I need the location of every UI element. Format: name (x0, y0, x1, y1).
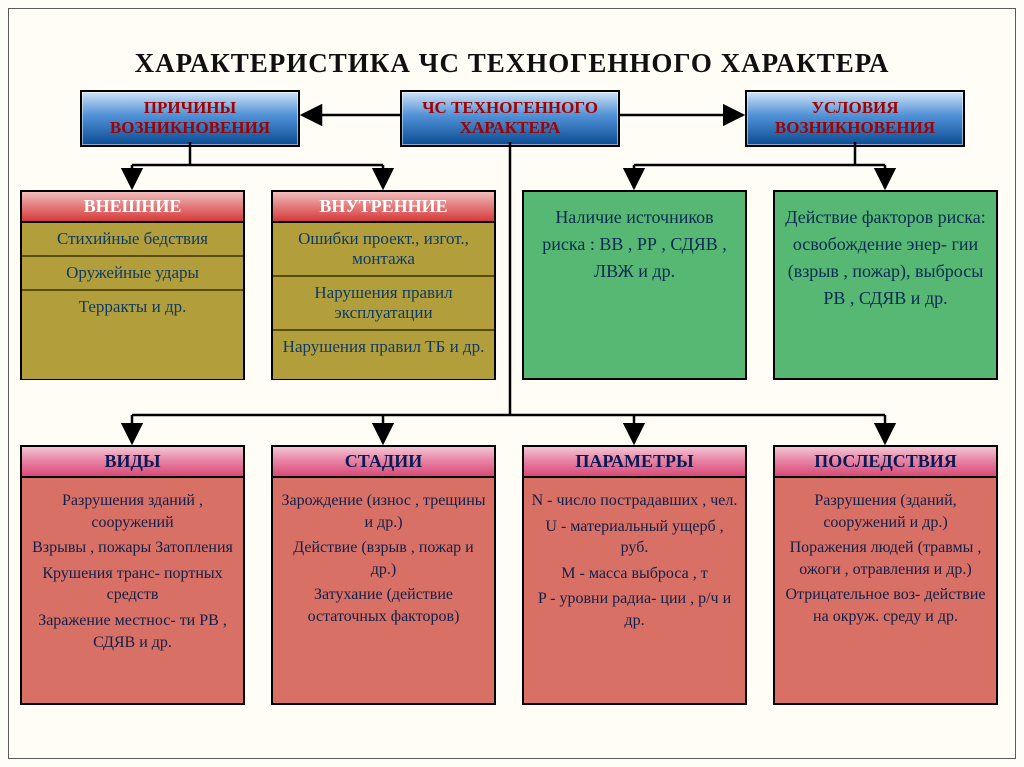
cap-causes-text: ПРИЧИНЫВОЗНИКНОВЕНИЯ (110, 98, 270, 137)
body-vidy: Разрушения зданий , сооружений Взрывы , … (22, 478, 243, 665)
stadii-0: Зарождение (износ , трещины и др.) (279, 490, 488, 533)
body-posledstviya: Разрушения (зданий, сооружений и др.) По… (775, 478, 996, 640)
head-parametry: ПАРАМЕТРЫ (524, 447, 745, 478)
head-vidy: ВИДЫ (22, 447, 243, 478)
stadii-2: Затухание (действие остаточных факторов) (279, 584, 488, 627)
cap-causes: ПРИЧИНЫВОЗНИКНОВЕНИЯ (80, 90, 300, 147)
head-posledstviya: ПОСЛЕДСТВИЯ (775, 447, 996, 478)
box-vidy: ВИДЫ Разрушения зданий , сооружений Взры… (20, 445, 245, 705)
body-internal: Ошибки проект., изгот., монтажа Нарушени… (273, 223, 494, 379)
posl-1: Поражения людей (травмы , ожоги , отравл… (781, 537, 990, 580)
cap-center: ЧС ТЕХНОГЕННОГОХАРАКТЕРА (400, 90, 620, 147)
posl-2: Отрицательное воз- действие на окруж. ср… (781, 584, 990, 627)
vidy-3: Заражение местнос- ти РВ , СДЯВ и др. (28, 610, 237, 653)
cap-conditions-text: УСЛОВИЯВОЗНИКНОВЕНИЯ (775, 98, 935, 137)
green-sources: Наличие источников риска : ВВ , РР , СДЯ… (522, 190, 747, 380)
box-stadii: СТАДИИ Зарождение (износ , трещины и др.… (271, 445, 496, 705)
ext-cell-1: Оружейные удары (22, 257, 243, 291)
box-internal: ВНУТРЕННИЕ Ошибки проект., изгот., монта… (271, 190, 496, 380)
stadii-1: Действие (взрыв , пожар и др.) (279, 537, 488, 580)
param-0: N - число пострадавших , чел. (530, 490, 739, 512)
int-cell-0: Ошибки проект., изгот., монтажа (273, 223, 494, 277)
head-stadii: СТАДИИ (273, 447, 494, 478)
posl-0: Разрушения (зданий, сооружений и др.) (781, 490, 990, 533)
ext-cell-2: Терракты и др. (22, 291, 243, 323)
vidy-2: Крушения транс- портных средств (28, 563, 237, 606)
body-parametry: N - число пострадавших , чел. U - матери… (524, 478, 745, 644)
body-stadii: Зарождение (износ , трещины и др.) Дейст… (273, 478, 494, 640)
head-external: ВНЕШНИЕ (22, 192, 243, 223)
green-factors-text: Действие факторов риска: освобождение эн… (785, 207, 985, 308)
vidy-0: Разрушения зданий , сооружений (28, 490, 237, 533)
cap-conditions: УСЛОВИЯВОЗНИКНОВЕНИЯ (745, 90, 965, 147)
box-external: ВНЕШНИЕ Стихийные бедствия Оружейные уда… (20, 190, 245, 380)
ext-cell-0: Стихийные бедствия (22, 223, 243, 257)
vidy-1: Взрывы , пожары Затопления (28, 537, 237, 559)
head-internal: ВНУТРЕННИЕ (273, 192, 494, 223)
int-cell-1: Нарушения правил эксплуатации (273, 277, 494, 331)
box-parametry: ПАРАМЕТРЫ N - число пострадавших , чел. … (522, 445, 747, 705)
param-1: U - материальный ущерб , руб. (530, 516, 739, 559)
green-factors: Действие факторов риска: освобождение эн… (773, 190, 998, 380)
green-sources-text: Наличие источников риска : ВВ , РР , СДЯ… (542, 207, 727, 281)
body-external: Стихийные бедствия Оружейные удары Терра… (22, 223, 243, 379)
param-2: M - масса выброса , т (530, 563, 739, 585)
int-cell-2: Нарушения правил ТБ и др. (273, 331, 494, 363)
diagram-title: ХАРАКТЕРИСТИКА ЧС ТЕХНОГЕННОГО ХАРАКТЕРА (0, 48, 1024, 79)
cap-center-text: ЧС ТЕХНОГЕННОГОХАРАКТЕРА (422, 98, 598, 137)
param-3: P - уровни радиа- ции , р/ч и др. (530, 588, 739, 631)
box-posledstviya: ПОСЛЕДСТВИЯ Разрушения (зданий, сооружен… (773, 445, 998, 705)
